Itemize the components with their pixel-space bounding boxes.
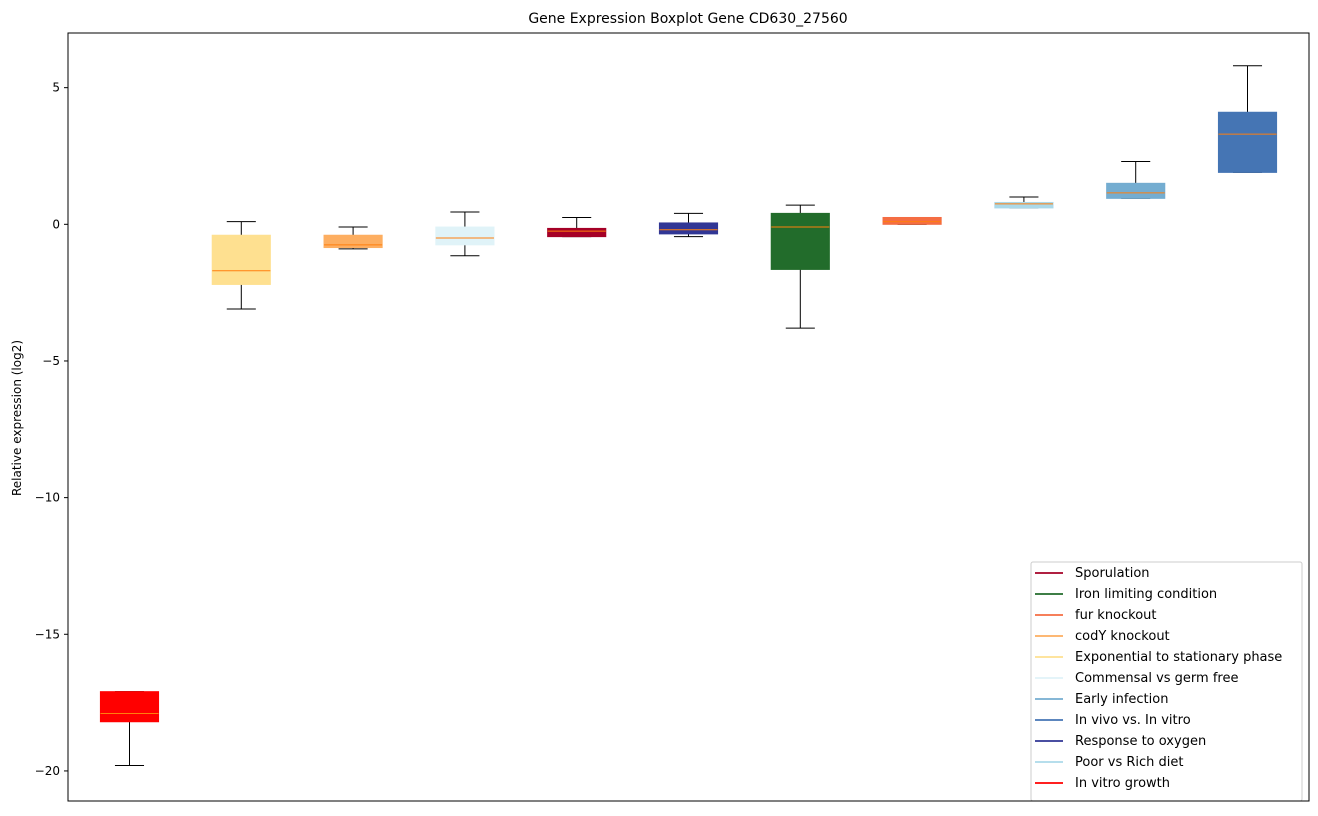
legend-label: Early infection (1075, 692, 1168, 707)
legend-label: fur knockout (1075, 608, 1157, 623)
legend-label: In vivo vs. In vitro (1075, 713, 1191, 728)
box-group (323, 226, 383, 250)
legend-label: Sporulation (1075, 566, 1150, 581)
y-tick-label: −15 (35, 627, 60, 641)
box-group (658, 212, 719, 238)
y-axis-ticks: 5 0 −5 −10 −15 −20 (35, 81, 68, 778)
box-iqr (435, 226, 495, 246)
legend: Sporulation Iron limiting condition fur kn… (1030, 561, 1303, 802)
box-group (211, 221, 271, 310)
legend-label: Response to oxygen (1075, 734, 1206, 749)
y-tick-label: −20 (35, 764, 60, 778)
box-iqr (547, 227, 607, 238)
box-iqr (323, 234, 383, 249)
box-group (994, 196, 1054, 209)
legend-label: Iron limiting condition (1075, 587, 1217, 602)
box-iqr (99, 691, 160, 723)
box-group (99, 691, 160, 766)
box-iqr (770, 212, 830, 270)
plot-area (99, 65, 1278, 766)
y-tick-label: 0 (52, 217, 60, 231)
box-group (435, 211, 495, 257)
y-axis-label: Relative expression (log2) (10, 340, 24, 496)
box-iqr (1106, 182, 1166, 199)
legend-label: Commensal vs germ free (1075, 671, 1238, 686)
box-group (547, 216, 607, 238)
box-group (882, 216, 942, 225)
box-iqr (658, 222, 719, 235)
box-iqr (1217, 111, 1278, 173)
y-tick-label: 5 (52, 81, 60, 95)
box-iqr (882, 216, 942, 225)
box-iqr (994, 201, 1054, 209)
legend-label: Exponential to stationary phase (1075, 650, 1282, 665)
legend-label: Poor vs Rich diet (1075, 755, 1183, 770)
box-group (1217, 65, 1278, 173)
y-tick-label: −5 (42, 354, 60, 368)
legend-label: codY knockout (1075, 629, 1170, 644)
plot-frame (67, 32, 1310, 802)
box-group (770, 204, 830, 329)
box-iqr (211, 234, 271, 285)
box-group (1106, 160, 1166, 199)
chart-title: Gene Expression Boxplot Gene CD630_27560 (528, 11, 847, 27)
y-tick-label: −10 (35, 491, 60, 505)
legend-label: In vitro growth (1075, 776, 1170, 791)
